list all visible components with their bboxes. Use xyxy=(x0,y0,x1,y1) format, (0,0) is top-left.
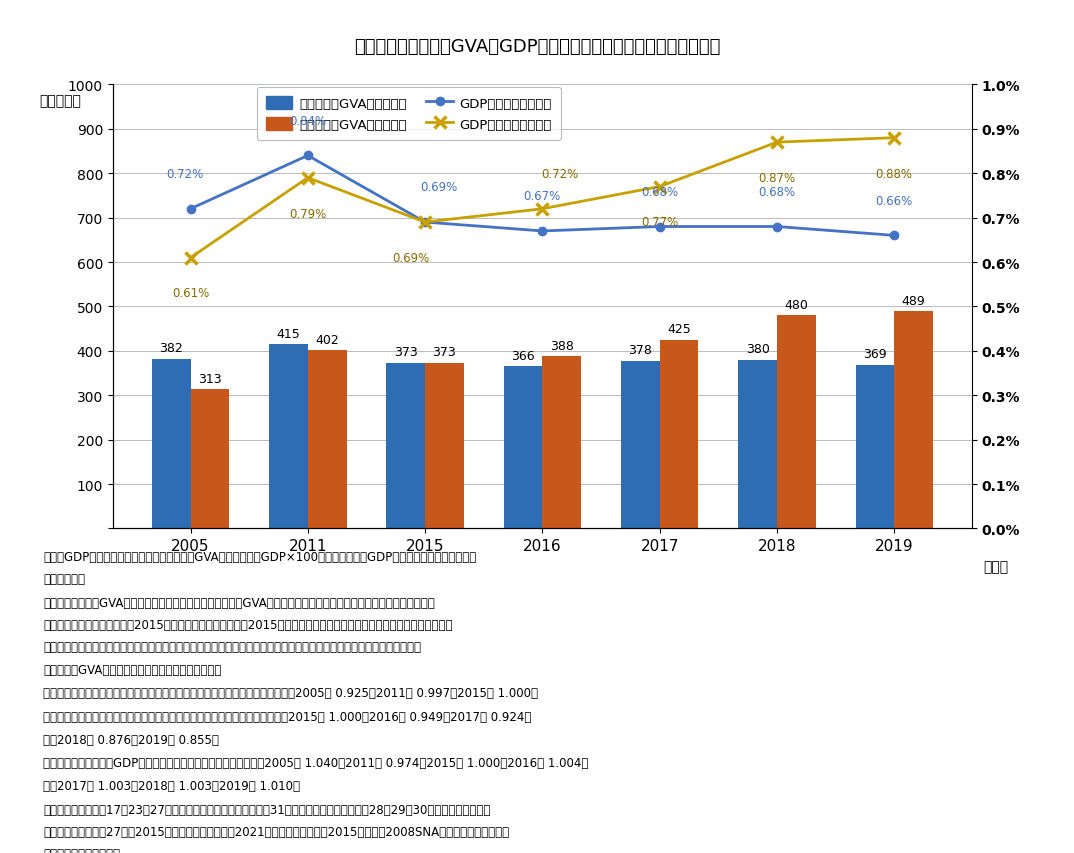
Text: （百億円）: （百億円） xyxy=(40,94,82,108)
Text: 489: 489 xyxy=(902,294,926,308)
Text: 0.79%: 0.79% xyxy=(289,207,326,220)
Text: 382: 382 xyxy=(159,342,183,355)
Text: 図５　医薬品産業のGVAとGDP寄与率の推移：名目値と実質値の比較: 図５ 医薬品産業のGVAとGDP寄与率の推移：名目値と実質値の比較 xyxy=(353,38,721,56)
Text: 388: 388 xyxy=(550,339,574,352)
Bar xyxy=(777,316,815,529)
Text: 402: 402 xyxy=(316,334,339,346)
Text: 0.69%: 0.69% xyxy=(421,181,458,194)
Text: 注５：国民経済計算のGDP（支出側）デフレーターは以下の通り。2005年 1.040、2011年 0.974、2015年 1.000、2016年 1.004、: 注５：国民経済計算のGDP（支出側）デフレーターは以下の通り。2005年 1.0… xyxy=(43,757,589,769)
Text: 出所：総務省「平成17－23－27年接続産業連関表（令和２年８月31日）」、経済産業省「平成28、29、30年、令和元年延長産: 出所：総務省「平成17－23－27年接続産業連関表（令和２年８月31日）」、経済… xyxy=(43,803,491,815)
Text: 415: 415 xyxy=(277,328,301,340)
Bar xyxy=(425,363,464,529)
Text: 政策研究所にて作成: 政策研究所にて作成 xyxy=(43,847,120,853)
Legend: 医薬品産業GVA（名目値）, 医薬品産業GVA（実質値）, GDP寄与率（名目値）, GDP寄与率（実質値）: 医薬品産業GVA（名目値）, 医薬品産業GVA（実質値）, GDP寄与率（名目値… xyxy=(257,88,561,141)
Text: 0.69%: 0.69% xyxy=(392,252,430,264)
Text: いる。GVA額の価格変化率は公表されていない。: いる。GVA額の価格変化率は公表されていない。 xyxy=(43,663,221,676)
Bar xyxy=(190,390,229,529)
Text: 0.77%: 0.77% xyxy=(641,216,679,229)
Text: 0.87%: 0.87% xyxy=(758,171,796,185)
Text: 注１：GDP寄与率は、寄与率％＝医薬品産業GVA／国内総生産GDP×100　として算出。GDPは内閣府公表の暦年データ: 注１：GDP寄与率は、寄与率％＝医薬品産業GVA／国内総生産GDP×100 とし… xyxy=(43,550,476,563)
Text: 入額それぞれの価格変化率が用いられている。実質化後の国内生産額と中間投入額の計との差をもって実質値として: 入額それぞれの価格変化率が用いられている。実質化後の国内生産額と中間投入額の計と… xyxy=(43,641,421,653)
Text: れた値である。実質値は2015年基準であり、実質化には2015年次の価格を１とした各年次の国内生産額、輸出額、輸: れた値である。実質値は2015年基準であり、実質化には2015年次の価格を１とし… xyxy=(43,618,452,631)
Text: 480: 480 xyxy=(784,299,809,311)
Text: 425: 425 xyxy=(667,323,691,336)
Bar xyxy=(738,360,777,529)
Text: 0.68%: 0.68% xyxy=(641,185,678,199)
Text: 0.68%: 0.68% xyxy=(758,185,796,199)
Text: 313: 313 xyxy=(198,373,221,386)
Bar xyxy=(308,351,347,529)
Text: 0.61%: 0.61% xyxy=(172,287,209,300)
Text: 373: 373 xyxy=(394,346,418,359)
Text: 注４：延長産業連関表の医薬品（国内生産額）のデフレーターは以下の通り。2015年 1.000、2016年 0.949、2017年 0.924、: 注４：延長産業連関表の医薬品（国内生産額）のデフレーターは以下の通り。2015年… xyxy=(43,711,532,723)
Text: 注３：接続産業連関表の医薬品（国内生産額）のインフレーターは以下の通り。2005年 0.925、2011年 0.997、2015年 1.000。: 注３：接続産業連関表の医薬品（国内生産額）のインフレーターは以下の通り。2005… xyxy=(43,687,538,699)
Text: 2018年 0.876、2019年 0.855。: 2018年 0.876、2019年 0.855。 xyxy=(43,733,219,746)
Bar xyxy=(621,361,659,529)
Text: 2017年 1.003、2018年 1.003、2019年 1.010。: 2017年 1.003、2018年 1.003、2019年 1.010。 xyxy=(43,779,300,792)
Bar xyxy=(270,345,308,529)
Text: （年）: （年） xyxy=(983,560,1008,573)
Text: 380: 380 xyxy=(745,343,769,356)
Text: 378: 378 xyxy=(628,344,652,357)
Text: 業連関表：平成27年（2015年）基準」、内閣府「2021年度国民経済計算（2015年基準・2008SNA）」をもとに医薬産業: 業連関表：平成27年（2015年）基準」、内閣府「2021年度国民経済計算（20… xyxy=(43,825,509,838)
Bar xyxy=(151,359,190,529)
Text: 0.66%: 0.66% xyxy=(875,194,913,207)
Text: 0.72%: 0.72% xyxy=(541,168,579,181)
Text: 373: 373 xyxy=(433,346,456,359)
Text: 0.84%: 0.84% xyxy=(289,114,326,127)
Bar xyxy=(895,312,933,529)
Bar xyxy=(504,367,542,529)
Text: を使用。: を使用。 xyxy=(43,572,85,585)
Text: 0.72%: 0.72% xyxy=(166,168,203,181)
Bar xyxy=(387,363,425,529)
Text: 0.67%: 0.67% xyxy=(524,190,561,203)
Text: 366: 366 xyxy=(511,349,535,362)
Text: 0.88%: 0.88% xyxy=(875,167,913,180)
Text: 注２：医薬品産業GVAは、医薬品産業の創出する粗付加価値GVAを表し、名目値・実質値ともに産業連関表上で公開さ: 注２：医薬品産業GVAは、医薬品産業の創出する粗付加価値GVAを表し、名目値・実… xyxy=(43,596,435,609)
Text: 369: 369 xyxy=(863,348,887,361)
Bar xyxy=(856,365,895,529)
Bar xyxy=(542,357,581,529)
Bar xyxy=(659,340,698,529)
